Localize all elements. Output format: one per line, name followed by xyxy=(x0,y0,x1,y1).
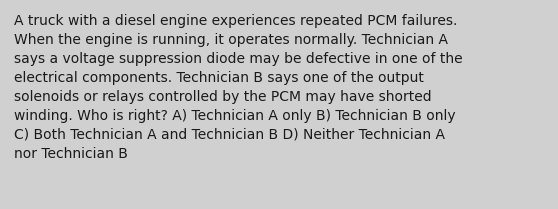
Text: A truck with a diesel engine experiences repeated PCM failures.
When the engine : A truck with a diesel engine experiences… xyxy=(14,14,463,161)
